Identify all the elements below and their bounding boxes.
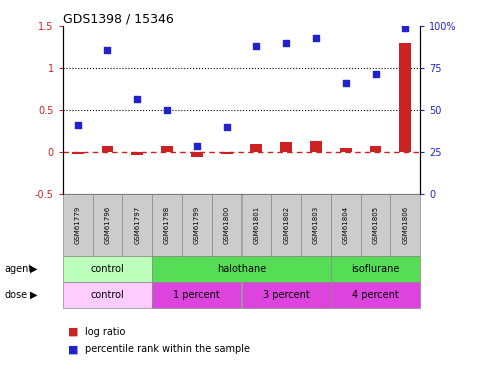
Bar: [242, 282, 331, 308]
Bar: [93, 194, 122, 255]
Bar: [390, 194, 420, 255]
Text: GSM61804: GSM61804: [343, 206, 349, 244]
Point: [312, 35, 320, 41]
Text: GSM61779: GSM61779: [75, 206, 81, 244]
Point: [342, 80, 350, 86]
Bar: [331, 255, 420, 282]
Bar: [101, 147, 114, 152]
Bar: [63, 282, 152, 308]
Text: 1 percent: 1 percent: [173, 290, 220, 300]
Text: GSM61798: GSM61798: [164, 206, 170, 244]
Bar: [251, 144, 262, 152]
Bar: [361, 194, 390, 255]
Text: GSM61806: GSM61806: [402, 206, 408, 244]
Bar: [63, 194, 93, 255]
Text: ■: ■: [68, 345, 78, 354]
Bar: [212, 194, 242, 255]
Text: log ratio: log ratio: [85, 327, 125, 337]
Point: [282, 40, 290, 46]
Point: [104, 47, 112, 53]
Bar: [369, 147, 382, 152]
Point: [74, 122, 82, 128]
Point: [401, 25, 409, 31]
Text: GSM61799: GSM61799: [194, 206, 200, 244]
Bar: [331, 194, 361, 255]
Bar: [161, 147, 173, 152]
Bar: [221, 152, 233, 154]
Bar: [242, 194, 271, 255]
Text: GSM61800: GSM61800: [224, 206, 229, 244]
Text: GSM61797: GSM61797: [134, 206, 140, 244]
Bar: [271, 194, 301, 255]
Bar: [191, 152, 203, 156]
Bar: [122, 194, 152, 255]
Text: GSM61802: GSM61802: [283, 206, 289, 244]
Point: [223, 124, 230, 130]
Text: GSM61801: GSM61801: [254, 206, 259, 244]
Bar: [152, 282, 242, 308]
Text: 3 percent: 3 percent: [263, 290, 310, 300]
Text: control: control: [91, 290, 124, 300]
Bar: [331, 282, 420, 308]
Text: control: control: [91, 264, 124, 273]
Point: [253, 43, 260, 49]
Bar: [152, 194, 182, 255]
Text: GSM61805: GSM61805: [372, 206, 379, 244]
Text: halothane: halothane: [217, 264, 266, 273]
Text: isoflurane: isoflurane: [351, 264, 400, 273]
Bar: [310, 141, 322, 152]
Bar: [182, 194, 212, 255]
Text: agent: agent: [5, 264, 33, 273]
Bar: [399, 43, 412, 152]
Point: [372, 71, 380, 77]
Bar: [280, 142, 292, 152]
Text: GDS1398 / 15346: GDS1398 / 15346: [63, 12, 173, 25]
Text: GSM61796: GSM61796: [104, 206, 111, 244]
Text: GSM61803: GSM61803: [313, 206, 319, 244]
Bar: [340, 148, 352, 152]
Text: percentile rank within the sample: percentile rank within the sample: [85, 345, 250, 354]
Text: ▶: ▶: [30, 290, 38, 300]
Text: ■: ■: [68, 327, 78, 337]
Bar: [301, 194, 331, 255]
Point: [133, 96, 141, 102]
Bar: [152, 255, 331, 282]
Bar: [72, 152, 84, 154]
Bar: [63, 255, 152, 282]
Text: ▶: ▶: [30, 264, 38, 273]
Point: [163, 107, 171, 113]
Bar: [131, 152, 143, 155]
Text: 4 percent: 4 percent: [352, 290, 399, 300]
Text: dose: dose: [5, 290, 28, 300]
Point: [193, 142, 201, 148]
